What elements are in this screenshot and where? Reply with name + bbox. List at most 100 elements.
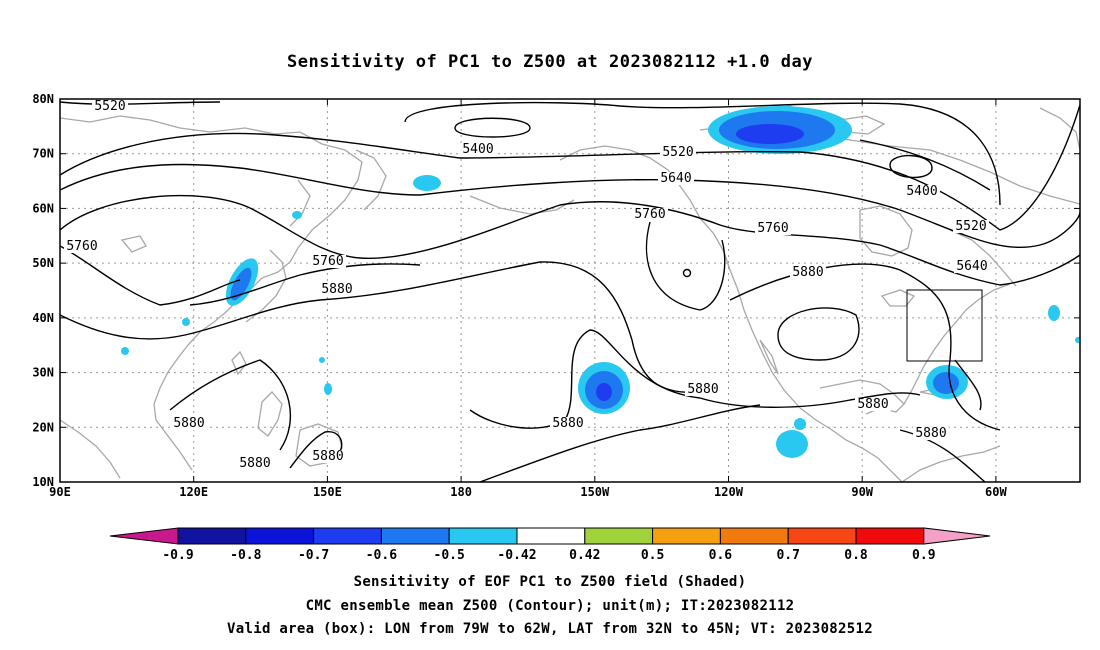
contour-label-bg: [310, 450, 346, 463]
colorbar-swatch: [177, 527, 247, 545]
colorbar-label: 0.6: [709, 548, 733, 563]
colorbar-swatch: [787, 527, 857, 545]
contour-label: 5880: [239, 456, 270, 471]
colorbar-label: 0.9: [912, 548, 935, 563]
shade-arctic-canada: [708, 106, 852, 154]
lon-label: 60W: [985, 485, 1007, 499]
contour-label: 5520: [94, 99, 125, 114]
contour-5400-closed: [454, 117, 531, 138]
coast-great-lakes: [880, 289, 916, 307]
lon-label: 120W: [714, 485, 744, 499]
contour-5640-main: [60, 163, 1080, 249]
coast-aleutians: [469, 195, 575, 215]
lon-label: 90W: [851, 485, 873, 499]
colorbar-swatch: [855, 527, 925, 545]
contour-label-bg: [953, 220, 989, 233]
contour-label: 5880: [173, 416, 204, 431]
coast-baja: [759, 339, 779, 375]
colorbar: [109, 527, 991, 545]
coast-greenland: [1039, 107, 1080, 151]
contour-label: 5400: [462, 142, 493, 157]
colorbar-swatch: [245, 527, 315, 545]
coast-florida: [903, 365, 925, 405]
contour-5400-hudson: [889, 154, 933, 179]
contour-label: 5520: [955, 219, 986, 234]
coast-china: [153, 321, 215, 471]
contour-labels: 5520 5400 5520 5640 5400 5520 5760 5760 5760 5760…: [64, 99, 990, 471]
axis-ticks: [59, 98, 1080, 483]
contour-5880-bottom: [479, 404, 761, 482]
coast-lake-baikal: [120, 235, 147, 253]
lat-label: 70N: [32, 147, 54, 161]
shade-small-patches: [121, 175, 1080, 395]
colorbar-swatch: [584, 527, 654, 545]
coast-south-america: [901, 445, 1001, 482]
coast-na-west: [729, 269, 801, 409]
coast-indochina: [60, 419, 121, 479]
coast-philippines: [257, 391, 283, 437]
contour-5400-east: [859, 139, 991, 191]
contour-label: 5640: [956, 259, 987, 274]
contour-5760-main: [60, 195, 1080, 286]
contour-label: 5880: [687, 382, 718, 397]
contour-label-bg: [790, 266, 826, 279]
coast-na-east: [923, 283, 1011, 367]
contour-label: 5520: [662, 145, 693, 160]
colorbar-labels: -0.9 -0.8 -0.7 -0.6 -0.5 -0.42 0.42 0.5 0.6 0.7 0.…: [162, 548, 935, 563]
contour-label-bg: [171, 417, 207, 430]
contour-5760-trough: [645, 221, 726, 311]
longitude-labels: 90E 120E 150E 180 150W 120W 90W 60W: [49, 485, 1007, 499]
contour-label-bg: [92, 100, 128, 113]
contour-label: 5760: [757, 221, 788, 236]
contour-label-bg: [550, 417, 586, 430]
shade-japan: [225, 258, 259, 306]
contour-5880-sw: [169, 359, 292, 451]
contour-label: 5880: [552, 416, 583, 431]
colorbar-label: -0.5: [434, 548, 465, 563]
shade-pacific-hawaii: [578, 362, 630, 414]
contour-5880-hawaii-dot: [682, 268, 692, 278]
lat-label: 20N: [32, 420, 54, 434]
contour-label: 5880: [312, 449, 343, 464]
contour-label-bg: [904, 185, 940, 198]
coast-central-america: [799, 407, 903, 482]
contour-5880-gulf: [699, 392, 921, 408]
lat-label: 60N: [32, 201, 54, 215]
contour-label-bg: [460, 143, 496, 156]
coast-kamchatka: [355, 149, 387, 211]
caption-shading: Sensitivity of EOF PC1 to Z500 field (Sh…: [353, 574, 747, 590]
lon-label: 90E: [49, 485, 71, 499]
lon-label: 180: [450, 485, 472, 499]
lat-label: 80N: [32, 92, 54, 106]
contour-5880-sumatra: [289, 431, 343, 469]
contour-label-bg: [685, 383, 721, 396]
colorbar-swatch: [380, 527, 450, 545]
colorbar-label: -0.9: [162, 548, 193, 563]
contour-label: 5760: [634, 207, 665, 222]
contour-label: 5880: [915, 426, 946, 441]
shade-central-america: [776, 418, 808, 458]
contour-5880-japan: [189, 263, 421, 306]
colorbar-arrow-left: [109, 527, 179, 545]
contour-label-bg: [64, 240, 100, 253]
colorbar-swatch: [652, 527, 721, 545]
colorbar-swatch: [516, 527, 586, 545]
contour-5880-high: [777, 307, 860, 361]
contour-5880-se: [899, 429, 986, 482]
lon-label: 150W: [580, 485, 610, 499]
contour-5520-west: [60, 101, 221, 105]
lat-label: 30N: [32, 366, 54, 380]
colorbar-label: -0.7: [298, 548, 329, 563]
colorbar-swatch: [719, 527, 789, 545]
contour-label: 5760: [312, 254, 343, 269]
contour-label-bg: [237, 457, 273, 470]
contour-label-bg: [855, 398, 891, 411]
caption-contour: CMC ensemble mean Z500 (Contour); unit(m…: [305, 598, 795, 614]
sensitivity-shading: [121, 106, 1080, 458]
z500-contours: [60, 101, 1080, 482]
coast-sea-of-okhotsk: [289, 179, 311, 227]
contour-label-bg: [755, 222, 791, 235]
colorbar-label: 0.8: [844, 548, 868, 563]
contour-label-bg: [319, 283, 355, 296]
